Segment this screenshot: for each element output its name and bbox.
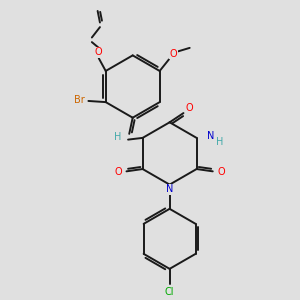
Text: H: H: [114, 132, 122, 142]
Text: O: O: [185, 103, 193, 113]
Text: O: O: [95, 47, 103, 58]
Text: N: N: [166, 184, 173, 194]
Text: O: O: [217, 167, 225, 178]
Text: O: O: [170, 49, 177, 59]
Text: Br: Br: [74, 95, 85, 105]
Text: O: O: [115, 167, 122, 178]
Text: Cl: Cl: [165, 287, 174, 297]
Text: H: H: [216, 137, 224, 148]
Text: N: N: [207, 130, 214, 141]
